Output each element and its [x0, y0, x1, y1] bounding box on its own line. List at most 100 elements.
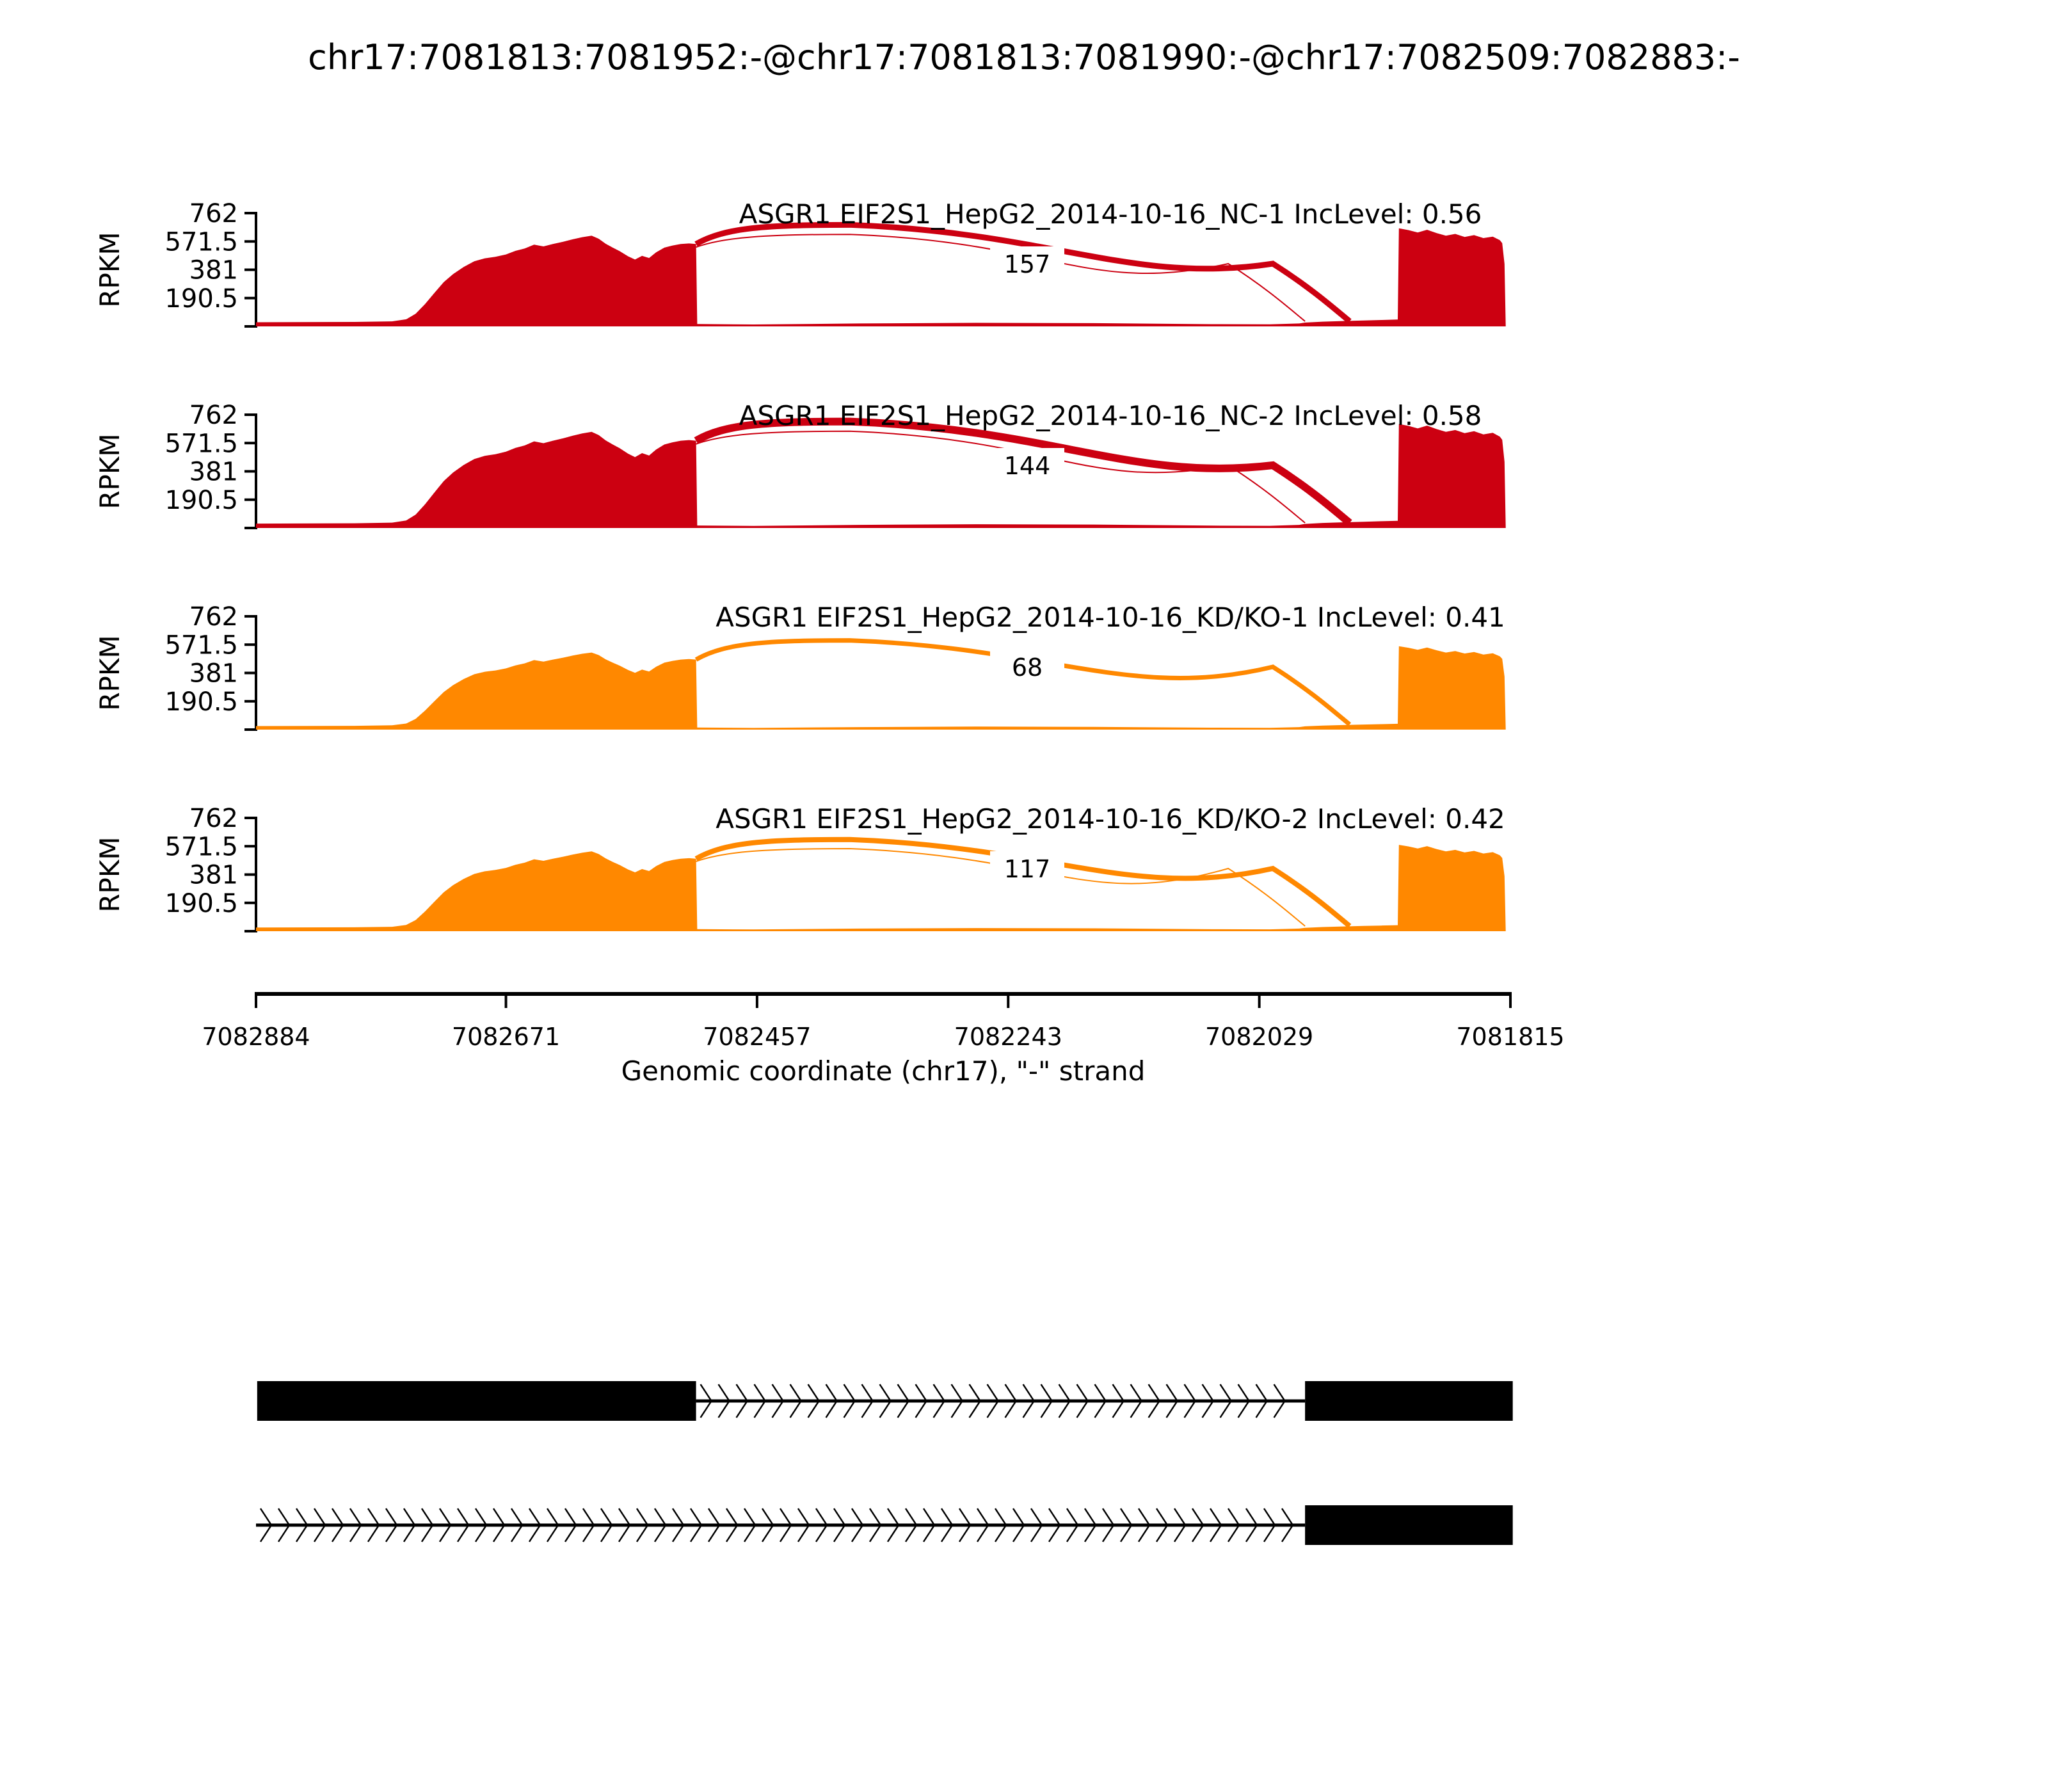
x-tick-label: 7082029 — [1205, 1023, 1313, 1051]
x-tick-label: 7082243 — [954, 1023, 1062, 1051]
x-axis: 7082884 7082671 7082457 7082243 7082029 70818… — [202, 992, 1565, 1087]
strand-arrow — [994, 1508, 1007, 1542]
strand-arrow — [1263, 1508, 1276, 1542]
y-tick-label: 571.5 — [164, 429, 238, 458]
strand-arrow — [861, 1384, 874, 1418]
strand-arrow — [1245, 1508, 1258, 1542]
y-tick-label: 762 — [189, 199, 238, 228]
strand-arrow — [1173, 1508, 1187, 1542]
strand-arrow — [1148, 1384, 1161, 1418]
strand-arrow — [600, 1508, 613, 1542]
strand-arrow — [950, 1384, 964, 1418]
strand-arrow — [1058, 1384, 1071, 1418]
track-label: ASGR1 EIF2S1_HepG2_2014-10-16_KD/KO-1 In… — [716, 602, 1505, 633]
strand-arrow — [546, 1508, 559, 1542]
junction-count-bg — [990, 650, 1064, 684]
track-label: ASGR1 EIF2S1_HepG2_2014-10-16_NC-1 IncLe… — [739, 198, 1482, 230]
junction-count: 68 — [1012, 653, 1043, 682]
y-axis-title: RPKM — [94, 433, 125, 509]
strand-arrow — [958, 1508, 972, 1542]
strand-arrow — [725, 1508, 739, 1542]
read-coverage-area — [256, 646, 1506, 730]
strand-arrow — [1201, 1384, 1215, 1418]
strand-arrow — [1183, 1384, 1197, 1418]
junction-count-bg — [990, 448, 1064, 483]
strand-arrow — [868, 1508, 882, 1542]
strand-arrow — [700, 1384, 713, 1418]
strand-arrow — [779, 1508, 792, 1542]
strand-arrow — [528, 1508, 541, 1542]
strand-arrow — [789, 1384, 803, 1418]
strand-arrow — [1191, 1508, 1204, 1542]
exon-box — [1305, 1381, 1513, 1421]
strand-arrow — [843, 1384, 856, 1418]
y-axis-title: RPKM — [94, 836, 125, 912]
strand-arrow — [420, 1508, 434, 1542]
strand-arrow — [1130, 1384, 1143, 1418]
y-tick-label: 762 — [189, 602, 238, 632]
y-tick-label: 190.5 — [164, 486, 238, 515]
strand-arrow — [1094, 1384, 1107, 1418]
y-tick-label: 190.5 — [164, 889, 238, 918]
strand-arrow — [1030, 1508, 1043, 1542]
strand-arrow — [510, 1508, 524, 1542]
strand-arrow — [295, 1508, 308, 1542]
strand-arrow — [1004, 1384, 1018, 1418]
strand-arrow — [582, 1508, 595, 1542]
strand-arrow — [815, 1508, 828, 1542]
strand-arrow — [1165, 1384, 1179, 1418]
strand-arrow — [1040, 1384, 1053, 1418]
junction-count: 117 — [1004, 855, 1051, 883]
strand-arrow — [707, 1508, 721, 1542]
strand-arrow — [367, 1508, 380, 1542]
strand-arrow — [438, 1508, 452, 1542]
strand-arrow — [797, 1508, 810, 1542]
isoform-2 — [256, 1505, 1513, 1545]
strand-arrow — [825, 1384, 838, 1418]
strand-arrow — [1076, 1384, 1089, 1418]
strand-arrow — [743, 1508, 756, 1542]
strand-arrow — [689, 1508, 703, 1542]
track-label: ASGR1 EIF2S1_HepG2_2014-10-16_NC-2 IncLe… — [739, 400, 1482, 431]
strand-arrow — [564, 1508, 577, 1542]
strand-arrow — [385, 1508, 398, 1542]
junction-count: 144 — [1004, 452, 1051, 480]
strand-arrow — [1119, 1508, 1133, 1542]
strand-arrow — [986, 1384, 1000, 1418]
strand-arrow — [671, 1508, 685, 1542]
strand-arrow — [753, 1384, 767, 1418]
strand-arrow — [1022, 1384, 1036, 1418]
strand-arrow — [1012, 1508, 1025, 1542]
y-tick-label: 571.5 — [164, 630, 238, 660]
x-tick-label: 7082671 — [452, 1023, 560, 1051]
y-tick-label: 381 — [189, 458, 238, 487]
strand-arrow — [915, 1384, 928, 1418]
isoform-1 — [257, 1381, 1513, 1421]
junction-count: 157 — [1004, 250, 1051, 278]
strand-arrow — [833, 1508, 846, 1542]
strand-arrow — [653, 1508, 667, 1542]
y-axis-title: RPKM — [94, 635, 125, 710]
read-coverage-area — [256, 424, 1506, 528]
y-tick-label: 381 — [189, 861, 238, 890]
y-axis-title: RPKM — [94, 232, 125, 307]
y-tick-label: 571.5 — [164, 832, 238, 861]
strand-arrow — [904, 1508, 918, 1542]
strand-arrow — [313, 1508, 326, 1542]
x-axis-title: Genomic coordinate (chr17), "-" strand — [621, 1055, 1146, 1087]
strand-arrow — [897, 1384, 910, 1418]
strand-arrow — [851, 1508, 864, 1542]
x-tick-label: 7082457 — [703, 1023, 811, 1051]
strand-arrow — [1227, 1508, 1240, 1542]
strand-arrow — [456, 1508, 470, 1542]
strand-arrow — [922, 1508, 936, 1542]
y-tick-label: 571.5 — [164, 227, 238, 257]
strand-arrow — [1209, 1508, 1222, 1542]
strand-arrow — [277, 1508, 291, 1542]
y-tick-label: 762 — [189, 804, 238, 833]
exon-box — [1305, 1505, 1513, 1545]
